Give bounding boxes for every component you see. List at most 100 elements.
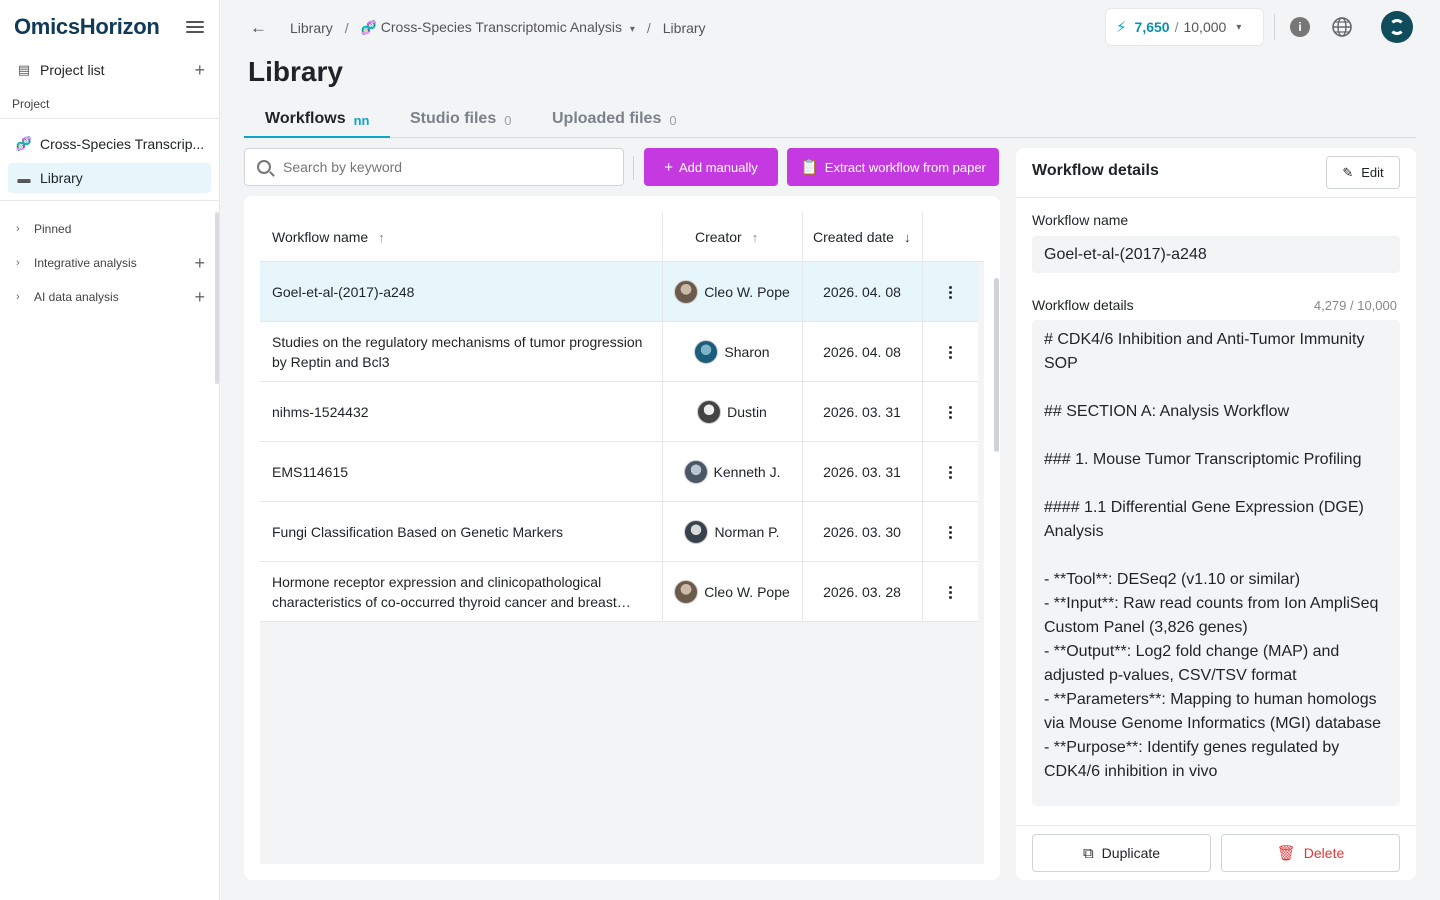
workflow-table: Workflow name ↑ Creator ↑ Created date ↓… <box>260 212 999 864</box>
delete-button[interactable]: 🗑 Delete <box>1221 834 1400 872</box>
add-project-icon[interactable]: + <box>194 60 205 80</box>
sidebar-scrollbar[interactable] <box>215 212 219 384</box>
tab-workflows[interactable]: Workflows nn <box>265 100 370 138</box>
more-options-icon[interactable] <box>922 262 978 322</box>
table-row[interactable]: Hormone receptor expression and clinicop… <box>260 562 978 622</box>
button-label: Add manually <box>678 159 758 175</box>
avatar <box>674 580 699 604</box>
header-workflow-name[interactable]: Workflow name ↑ <box>272 212 385 262</box>
button-label: Edit <box>1361 165 1384 180</box>
menu-icon[interactable] <box>186 18 204 36</box>
sidebar-item-label: Pinned <box>34 222 72 236</box>
creator-cell: Dustin <box>662 382 802 442</box>
date-cell: 2026. 03. 30 <box>823 524 901 540</box>
add-ai-data-icon[interactable]: + <box>194 287 205 307</box>
more-options-icon[interactable] <box>922 562 978 622</box>
add-integrative-icon[interactable]: + <box>194 253 205 273</box>
table-row[interactable]: Goel-et-al-(2017)-a248 Cleo W. Pope 2026. … <box>260 262 978 322</box>
details-line <box>1044 544 1388 568</box>
credits-separator: / <box>1174 19 1179 35</box>
tab-count: nn <box>353 113 370 128</box>
dna-icon: 🧬 <box>360 20 377 35</box>
creator-cell: Norman P. <box>662 502 802 562</box>
sidebar-item-project-list[interactable]: ▤ Project list + <box>8 55 211 85</box>
details-line: - **Parameters**: Mapping to human homol… <box>1044 691 1382 732</box>
table-row[interactable]: Studies on the regulatory mechanisms of … <box>260 322 978 382</box>
workflow-details-content: # CDK4/6 Inhibition and Anti-Tumor Immun… <box>1032 320 1400 806</box>
more-options-icon[interactable] <box>922 322 978 382</box>
avatar <box>674 280 699 304</box>
table-row[interactable]: Fungi Classification Based on Genetic Ma… <box>260 502 978 562</box>
table-row[interactable]: nihms-1524432 Dustin 2026. 03. 31 <box>260 382 978 442</box>
more-options-icon[interactable] <box>922 502 978 562</box>
sidebar-item-pinned[interactable]: › Pinned <box>8 214 211 244</box>
breadcrumb-project[interactable]: 🧬 Cross-Species Transcriptomic Analysis … <box>361 19 635 36</box>
sidebar-item-project[interactable]: 🧬 Cross-Species Transcrip... <box>8 129 211 159</box>
credits-dropdown[interactable]: ⚡ 7,650 / 10,000 ▾ <box>1105 8 1264 46</box>
sort-up-icon: ↑ <box>751 229 759 245</box>
sidebar-item-integrative[interactable]: › Integrative analysis + <box>8 248 211 278</box>
date-cell: 2026. 03. 28 <box>823 584 901 600</box>
details-line: ## SECTION A: Analysis Workflow <box>1044 403 1290 420</box>
details-line: - **Input**: Raw read counts from Ion Am… <box>1044 595 1379 636</box>
creator-cell: Cleo W. Pope <box>662 562 802 622</box>
workflow-details-panel: Workflow details ✎ Edit Workflow name Go… <box>1016 148 1416 880</box>
workflow-name: Hormone receptor expression and clinicop… <box>272 574 617 610</box>
bolt-icon: ⚡ <box>1116 19 1127 36</box>
details-line: ### 1. Mouse Tumor Transcriptomic Profil… <box>1044 451 1362 468</box>
divider <box>0 118 219 119</box>
breadcrumb-current: Library <box>662 19 706 36</box>
credits-used: 7,650 <box>1134 19 1170 35</box>
details-line: - **Purpose**: Identify genes regulated … <box>1044 739 1340 780</box>
tab-label: Uploaded files <box>552 110 662 127</box>
search-input[interactable] <box>283 159 603 175</box>
chevron-right-icon: › <box>16 223 20 235</box>
duplicate-button[interactable]: ⧉ Duplicate <box>1032 834 1211 872</box>
workflow-name: nihms-1524432 <box>272 404 369 420</box>
tab-studio-files[interactable]: Studio files 0 <box>410 100 511 138</box>
avatar <box>697 400 722 424</box>
more-options-icon[interactable] <box>922 382 978 442</box>
more-options-icon[interactable] <box>922 442 978 502</box>
dna-icon: 🧬 <box>15 136 33 151</box>
search-box[interactable] <box>244 148 624 186</box>
sidebar-item-library[interactable]: ▬ Library <box>8 163 211 193</box>
table-header: Workflow name ↑ Creator ↑ Created date ↓ <box>260 212 984 262</box>
divider <box>633 156 634 180</box>
list-icon: ▤ <box>17 62 31 77</box>
creator-name: Sharon <box>724 344 770 360</box>
details-line: - **Output**: Log2 fold change (MAP) and… <box>1044 643 1340 684</box>
user-avatar[interactable] <box>1381 11 1413 43</box>
edit-button[interactable]: ✎ Edit <box>1326 156 1400 189</box>
button-label: Delete <box>1303 845 1345 861</box>
extract-workflow-button[interactable]: 📋 Extract workflow from paper <box>787 148 999 186</box>
back-arrow-icon[interactable]: ← <box>250 18 267 37</box>
table-row[interactable]: EMS114615 Kenneth J. 2026. 03. 31 <box>260 442 978 502</box>
header-created-date[interactable]: Created date ↓ <box>813 212 910 262</box>
sidebar-item-label: Cross-Species Transcrip... <box>40 136 205 152</box>
globe-icon[interactable] <box>1331 16 1353 38</box>
column-divider <box>922 212 923 622</box>
button-label: Extract workflow from paper <box>824 159 986 175</box>
info-icon[interactable]: i <box>1290 17 1310 37</box>
date-cell: 2026. 03. 31 <box>823 404 901 420</box>
credits-total: 10,000 <box>1183 19 1227 35</box>
panel-header: Workflow details ✎ Edit <box>1016 148 1416 198</box>
avatar <box>684 520 709 544</box>
tab-uploaded-files[interactable]: Uploaded files 0 <box>552 100 677 138</box>
date-cell: 2026. 04. 08 <box>823 284 901 300</box>
chevron-right-icon: › <box>16 257 20 269</box>
char-count: 4,279 / 10,000 <box>1313 298 1397 313</box>
sort-down-icon: ↓ <box>903 229 911 245</box>
workflow-name: Goel-et-al-(2017)-a248 <box>272 284 415 300</box>
breadcrumb-project-label: Cross-Species Transcriptomic Analysis <box>380 19 622 35</box>
page-title: Library <box>248 56 343 87</box>
sidebar-item-ai-data[interactable]: › AI data analysis + <box>8 282 211 312</box>
header-creator[interactable]: Creator ↑ <box>695 212 758 262</box>
add-manually-button[interactable]: + Add manually <box>644 148 778 186</box>
breadcrumb-root[interactable]: Library <box>290 19 333 36</box>
table-scrollbar[interactable] <box>994 278 999 452</box>
avatar <box>683 460 708 484</box>
trash-icon: 🗑 <box>1276 845 1296 862</box>
creator-cell: Cleo W. Pope <box>662 262 802 322</box>
